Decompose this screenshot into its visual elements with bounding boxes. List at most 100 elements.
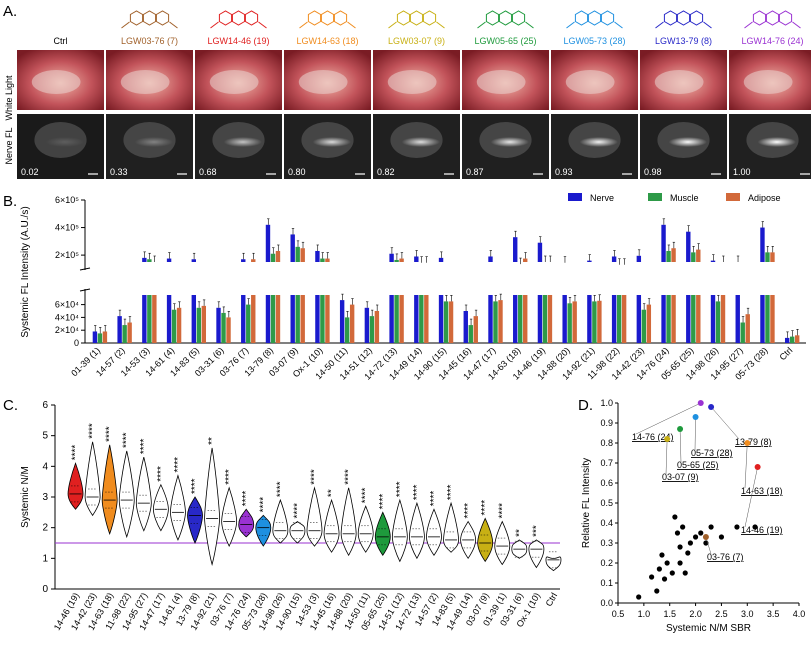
bar-muscle (394, 295, 399, 343)
structure-bond (566, 21, 575, 29)
violin-17 (357, 505, 374, 553)
scatter-point-labeled (754, 464, 761, 470)
bar-nerve (562, 295, 567, 343)
significance-stars: **** (224, 469, 235, 485)
bar-adipose (102, 331, 108, 343)
bar-muscle (468, 325, 473, 343)
violin-13 (289, 521, 306, 544)
scatter-point (674, 530, 681, 536)
scatter-point-labeled (677, 426, 684, 432)
violin-8 (204, 447, 220, 566)
bar-muscle (320, 295, 325, 343)
bar-adipose (399, 295, 404, 343)
bar-adipose-upper (523, 258, 528, 262)
structure-ring (244, 10, 259, 26)
bar-nerve (611, 295, 617, 343)
violin-15 (323, 498, 340, 553)
bar-adipose (794, 335, 800, 343)
scatter-point (680, 524, 686, 530)
structure-bond (436, 21, 445, 29)
d-xtick-label: 0.5 (612, 609, 625, 619)
bar-adipose (448, 301, 454, 343)
panel-d-scatter-chart: 0.0 0.1 0.2 0.3 0.4 0.5 0.6 0.7 0.8 0.9 1.0 0.5 1.0 1… (581, 398, 805, 634)
significance-stars: **** (344, 469, 355, 485)
violin-21 (426, 508, 442, 556)
bar-muscle-upper (394, 259, 399, 262)
bar-adipose-upper (325, 258, 330, 262)
compound-label-8: LGW14-76 (24) (741, 36, 803, 46)
scatter-point (698, 530, 704, 536)
d-leader-line (635, 402, 701, 435)
bar-nerve (364, 307, 370, 343)
bar-nerve-upper (611, 256, 617, 262)
bar-muscle (270, 295, 276, 343)
bar-nerve (241, 295, 246, 343)
bar-muscle (171, 309, 177, 343)
panel-a-letter: A. (3, 3, 17, 20)
sbr-value-4: 0.82 (377, 167, 395, 177)
legend-label-muscle: Muscle (670, 193, 699, 203)
c-ytick-label: 5 (42, 431, 48, 442)
scatter-point-labeled (708, 404, 715, 410)
bar-nerve (265, 295, 271, 343)
bar-muscle (493, 301, 498, 343)
scatter-point (654, 588, 660, 594)
bar-nerve-upper (414, 256, 419, 262)
violin-2 (101, 444, 118, 535)
significance-stars: **** (122, 432, 133, 448)
bar-nerve (389, 295, 394, 343)
violin-7 (187, 496, 203, 544)
significance-stars: **** (88, 423, 99, 439)
significance-stars: ** (327, 489, 338, 497)
d-ytick-label: 0.9 (600, 418, 613, 428)
nerve-region-4 (387, 70, 437, 94)
structure-bond (388, 21, 397, 29)
bar-muscle-upper (270, 253, 276, 262)
compound-label-0: Ctrl (54, 36, 68, 46)
bar-adipose (251, 295, 256, 343)
bar-muscle (97, 333, 103, 343)
d-point-label: 14-76 (24) (632, 432, 674, 442)
violin-27 (528, 539, 545, 569)
scatter-point-labeled (744, 440, 751, 446)
legend-label-nerve: Nerve (590, 193, 614, 203)
significance-stars: **** (497, 503, 508, 519)
significance-stars: **** (395, 481, 406, 497)
scatter-point (656, 566, 662, 572)
compound-label-4: LGW03-07 (9) (388, 36, 445, 46)
d-leader-line (744, 466, 758, 528)
bar-muscle (295, 295, 300, 343)
bar-nerve (710, 295, 716, 343)
bar-muscle-upper (320, 258, 325, 262)
bar-nerve (142, 295, 147, 343)
bar-adipose-upper (251, 259, 256, 262)
structure-bond (258, 21, 267, 29)
bar-nerve (760, 295, 765, 343)
d-point-label: 14-46 (19) (741, 525, 783, 535)
structure-ring (485, 10, 500, 26)
scatter-point (636, 594, 642, 600)
bar-adipose (696, 295, 701, 343)
bar-muscle (691, 295, 696, 343)
significance-stars: **** (412, 484, 423, 500)
bar-adipose (325, 295, 330, 343)
significance-stars: **** (71, 445, 82, 461)
bar-adipose (523, 295, 528, 343)
sbr-value-0: 0.02 (21, 167, 39, 177)
chemical-structure-2 (210, 10, 267, 29)
structure-ring (320, 10, 335, 26)
significance-stars: **** (190, 478, 201, 494)
legend-swatch-adipose (726, 193, 740, 201)
nerve-signal-4 (401, 137, 440, 147)
bar-nerve-upper (760, 227, 765, 262)
significance-stars: **** (139, 438, 150, 454)
bar-muscle-upper (765, 252, 770, 262)
bar-adipose (127, 322, 132, 343)
bar-nerve (290, 295, 295, 343)
bar-muscle (246, 304, 251, 343)
bar-muscle (221, 312, 226, 343)
violin-16 (340, 487, 357, 557)
scatter-point (649, 574, 655, 580)
